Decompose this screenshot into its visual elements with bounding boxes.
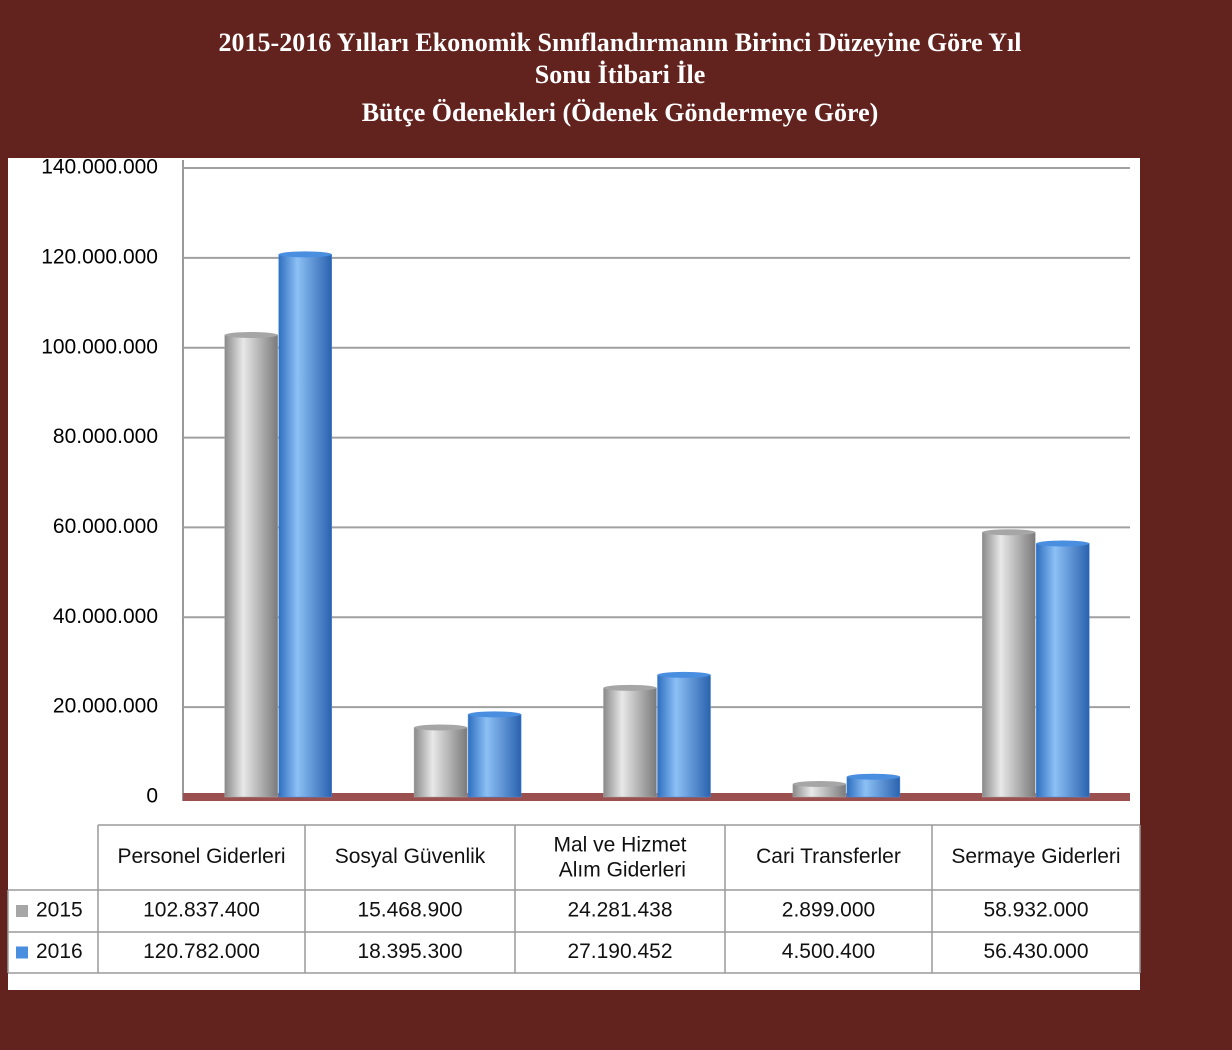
category-label: Sermaye Giderleri	[951, 845, 1120, 868]
bar	[603, 687, 657, 798]
bar-cap	[603, 684, 657, 691]
bar-cap	[846, 773, 900, 780]
category-label: Personel Giderleri	[117, 845, 285, 868]
data-label: 15.468.900	[357, 899, 462, 922]
bar	[982, 531, 1036, 798]
y-tick-label: 20.000.000	[53, 695, 158, 718]
category-label: Sosyal Güvenlik	[335, 845, 486, 868]
legend-key	[16, 946, 28, 959]
bar	[413, 727, 468, 798]
bar-cap	[414, 724, 468, 731]
bar-cap	[224, 331, 278, 338]
bar-cap	[982, 529, 1036, 536]
bar	[224, 334, 278, 798]
bar	[846, 776, 901, 798]
data-label: 2.899.000	[782, 899, 875, 922]
bar-cap	[468, 711, 522, 718]
panel	[8, 158, 1140, 990]
bar-cap	[1036, 540, 1090, 547]
y-tick-label: 80.000.000	[53, 425, 158, 448]
data-label: 27.190.452	[567, 940, 672, 963]
data-label: 102.837.400	[143, 899, 260, 922]
bar	[1036, 543, 1090, 798]
bar-cap	[278, 251, 332, 258]
bar-cap	[657, 671, 711, 678]
y-tick-label: 120.000.000	[41, 245, 158, 268]
data-label: 58.932.000	[983, 899, 1088, 922]
chart-title: 2015-2016 Yılları Ekonomik Sınıflandırma…	[219, 28, 1022, 57]
legend-key	[16, 905, 28, 917]
data-label: 18.395.300	[357, 940, 462, 963]
y-tick-label: 40.000.000	[53, 605, 158, 628]
y-tick-label: 0	[146, 785, 158, 808]
bar	[467, 714, 522, 798]
y-tick-label: 60.000.000	[53, 515, 158, 538]
legend-label: 2015	[36, 899, 83, 922]
data-label: 56.430.000	[983, 940, 1088, 963]
category-label: Cari Transferler	[756, 845, 901, 868]
y-tick-label: 100.000.000	[41, 335, 158, 358]
data-label: 4.500.400	[782, 940, 875, 963]
bar-cap	[792, 780, 846, 787]
bar	[278, 254, 332, 798]
bar	[657, 674, 711, 798]
data-label: 120.782.000	[143, 940, 260, 963]
chart-title: Bütçe Ödenekleri (Ödenek Göndermeye Göre…	[362, 98, 879, 127]
legend-label: 2016	[36, 940, 83, 963]
data-label: 24.281.438	[567, 899, 672, 922]
y-tick-label: 140.000.000	[41, 156, 158, 179]
chart-title: Sonu İtibari İle	[535, 60, 706, 89]
category-label: Mal ve Hizmet Alım Giderleri	[553, 833, 686, 881]
